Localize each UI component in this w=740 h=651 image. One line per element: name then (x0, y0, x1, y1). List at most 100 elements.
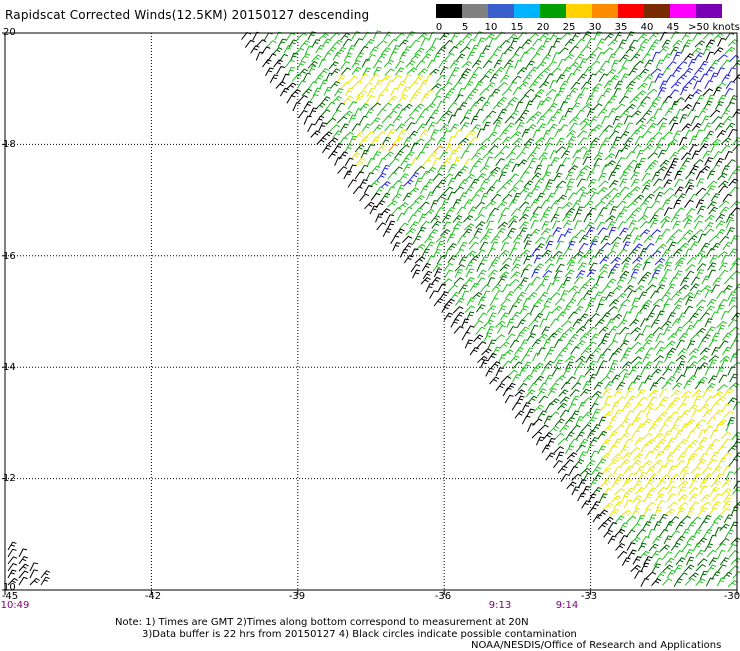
wind-barb (515, 61, 523, 69)
wind-barb (722, 480, 731, 488)
wind-barb (659, 123, 667, 131)
wind-barb (718, 39, 726, 47)
wind-barb (506, 152, 516, 158)
legend-label: 10 (485, 22, 498, 33)
wind-barb (367, 159, 375, 167)
wind-barb (546, 404, 554, 412)
wind-barb (468, 207, 477, 215)
wind-barb (322, 39, 331, 46)
wind-barb (645, 451, 653, 459)
wind-barb (455, 265, 465, 272)
wind-barb (410, 95, 418, 103)
wind-barb (577, 179, 585, 187)
wind-barb (384, 60, 393, 67)
wind-barb (710, 430, 718, 438)
wind-barb (431, 110, 440, 118)
wind-barb (538, 411, 547, 419)
wind-barb (731, 340, 739, 348)
wind-barb (650, 220, 658, 228)
wind-barb (729, 249, 738, 256)
wind-barb (577, 376, 585, 384)
wind-barb (529, 34, 539, 40)
wind-barb (674, 98, 684, 104)
wind-barb (720, 558, 729, 565)
wind-barb (701, 502, 711, 508)
wind-barb (421, 94, 429, 102)
wind-barb (486, 187, 495, 194)
wind-barb (492, 180, 501, 187)
wind-barb (476, 305, 485, 313)
wind-barb (340, 124, 348, 132)
wind-barb (665, 509, 675, 515)
wind-barb (557, 255, 565, 263)
wind-barb (616, 544, 626, 551)
wind-barb (280, 88, 289, 96)
wind-barb (466, 131, 476, 138)
wind-barb (608, 523, 617, 531)
wind-barb (543, 186, 552, 194)
wind-barb (603, 488, 612, 496)
wind-barb (619, 55, 628, 62)
wind-barb (622, 453, 632, 460)
wind-barb (724, 411, 734, 418)
wind-barb (590, 193, 599, 201)
wind-barb (662, 250, 670, 258)
wind-barb (413, 270, 421, 278)
wind-barb (686, 297, 694, 305)
wind-barb (618, 68, 627, 75)
wind-barb (685, 200, 694, 207)
wind-barb (360, 116, 368, 124)
wind-barb (371, 103, 381, 109)
wind-barb (676, 536, 685, 543)
wind-barb (389, 159, 399, 166)
wind-barb (488, 172, 497, 179)
wind-barb (685, 579, 695, 586)
wind-barb (728, 306, 738, 313)
wind-barb (667, 284, 675, 292)
wind-barb (604, 81, 613, 88)
wind-barb (555, 419, 565, 426)
wind-barb (508, 228, 516, 236)
wind-barb (535, 165, 543, 173)
wind-barb (531, 326, 539, 334)
wind-barb (523, 298, 531, 306)
wind-barb (652, 579, 662, 586)
wind-barb (393, 116, 402, 123)
wind-barb (662, 382, 672, 389)
wind-barb (312, 55, 322, 62)
wind-barb (656, 334, 664, 342)
wind-barb (420, 186, 428, 194)
wind-barb (513, 88, 522, 96)
wind-barb (377, 223, 386, 230)
wind-barb (693, 33, 702, 41)
wind-barb (574, 221, 582, 229)
wind-barb (677, 508, 686, 516)
wind-barb (245, 40, 254, 47)
wind-barb (470, 179, 479, 187)
wind-barb (715, 474, 724, 482)
wind-barb (409, 188, 419, 194)
wind-barb (289, 40, 297, 48)
wind-barb (615, 81, 623, 89)
wind-barb (463, 34, 472, 41)
wind-barb (576, 172, 585, 180)
wind-barb (608, 536, 616, 544)
wind-barb (569, 88, 578, 95)
wind-barb (494, 291, 503, 299)
wind-barb (656, 235, 664, 243)
wind-barb (541, 306, 550, 313)
wind-barb (728, 320, 737, 327)
wind-barb (704, 123, 712, 131)
wind-barb (477, 250, 486, 257)
wind-barb (670, 474, 680, 480)
wind-barb (673, 383, 683, 390)
wind-barb (728, 581, 738, 587)
wind-barb (678, 165, 686, 173)
wind-barb (588, 179, 596, 187)
wind-barb (469, 74, 478, 82)
wind-barb (685, 420, 695, 427)
wind-barb (298, 96, 308, 103)
wind-barb (624, 439, 633, 447)
wind-barb (641, 445, 649, 453)
wind-barb (500, 130, 509, 137)
